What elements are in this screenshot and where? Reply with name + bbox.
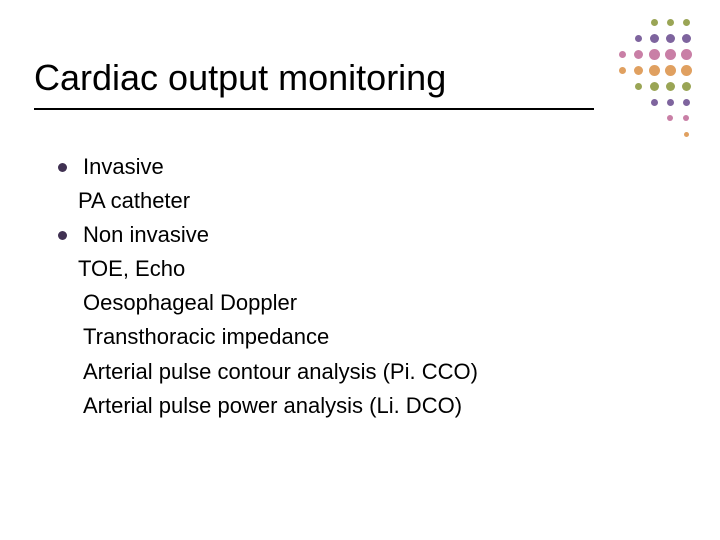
deco-dot [667,19,674,26]
deco-dot [650,34,659,43]
deco-dot [682,34,691,43]
line-text: TOE, Echo [78,252,185,286]
body-text: InvasivePA catheterNon invasiveTOE, Echo… [58,150,618,423]
line-text: Oesophageal Doppler [83,286,297,320]
deco-dot [667,115,673,121]
deco-dot [682,82,691,91]
line-text: Non invasive [83,218,209,252]
deco-dot [649,65,660,76]
deco-dot [619,51,626,58]
deco-dot [634,50,643,59]
line-text: Invasive [83,150,164,184]
corner-dots-decoration [598,14,694,144]
deco-dot [666,34,675,43]
deco-dot [649,49,660,60]
deco-dot [651,19,658,26]
line-text: Transthoracic impedance [83,320,329,354]
deco-dot [667,99,674,106]
body-line: Arterial pulse contour analysis (Pi. CCO… [58,355,618,389]
deco-dot [651,99,658,106]
deco-dot [681,49,692,60]
deco-dot [635,83,642,90]
bullet-line: Invasive [58,150,618,184]
title-underline [34,108,594,110]
body-line: TOE, Echo [58,252,618,286]
title-area: Cardiac output monitoring [34,58,594,98]
deco-dot [634,66,643,75]
body-line: Transthoracic impedance [58,320,618,354]
deco-dot [683,115,689,121]
bullet-icon [58,163,67,172]
line-text: Arterial pulse power analysis (Li. DCO) [83,389,462,423]
bullet-line: Non invasive [58,218,618,252]
deco-dot [681,65,692,76]
deco-dot [619,67,626,74]
slide-title: Cardiac output monitoring [34,58,594,98]
body-line: PA catheter [58,184,618,218]
line-text: PA catheter [78,184,190,218]
deco-dot [665,49,676,60]
deco-dot [650,82,659,91]
bullet-icon [58,231,67,240]
deco-dot [683,99,690,106]
deco-dot [683,19,690,26]
body-line: Oesophageal Doppler [58,286,618,320]
deco-dot [635,35,642,42]
line-text: Arterial pulse contour analysis (Pi. CCO… [83,355,478,389]
slide: { "title": "Cardiac output monitoring", … [0,0,720,540]
deco-dot [684,132,689,137]
deco-dot [666,82,675,91]
body-line: Arterial pulse power analysis (Li. DCO) [58,389,618,423]
deco-dot [665,65,676,76]
